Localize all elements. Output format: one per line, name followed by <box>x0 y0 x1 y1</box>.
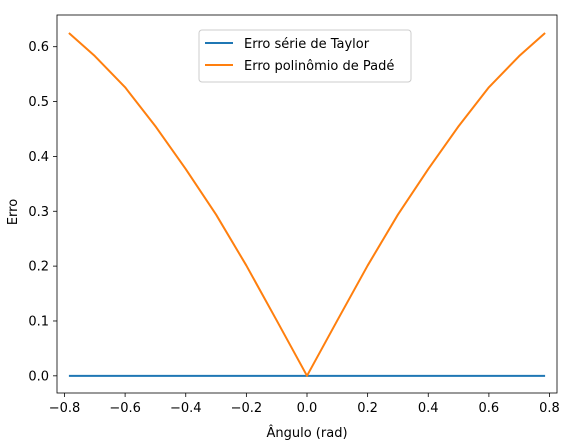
y-tick-label: 0.4 <box>28 150 49 165</box>
plot-area: −0.8 −0.6 −0.4 −0.2 0.0 0.2 0.4 0.6 0.8 0.00.10.… <box>28 14 560 416</box>
y-axis-label: Erro <box>6 199 21 225</box>
y-tick-label: 0.6 <box>28 40 49 55</box>
legend-box <box>198 29 412 83</box>
x-tick-label: 0.4 <box>418 401 439 416</box>
legend: Erro série de Taylor Erro polinômio de P… <box>198 29 412 83</box>
x-tick-label: 0.0 <box>297 401 318 416</box>
x-tick-label: −0.8 <box>49 401 81 416</box>
x-tick-label: 0.6 <box>479 401 500 416</box>
x-tick-label: −0.4 <box>170 401 202 416</box>
legend-label-taylor: Erro série de Taylor <box>244 37 370 52</box>
x-tick-label: 0.2 <box>357 401 378 416</box>
series-line-1 <box>68 32 546 377</box>
x-tick-label: 0.8 <box>539 401 560 416</box>
y-tick-label: 0.2 <box>28 260 49 275</box>
y-tick-label: 0.5 <box>28 95 49 110</box>
y-tick-label: 0.1 <box>28 314 49 329</box>
x-tick-label: −0.6 <box>109 401 141 416</box>
series-layer <box>68 32 546 377</box>
x-axis-label: Ângulo (rad) <box>266 425 347 441</box>
y-tick-label: 0.0 <box>28 369 49 384</box>
x-tick-label: −0.2 <box>231 401 263 416</box>
y-tick-label: 0.3 <box>28 205 49 220</box>
y-axis-ticks: 0.0 0.1 0.2 0.3 0.4 0.5 0.6 <box>28 40 57 384</box>
x-axis-ticks: −0.8 −0.6 −0.4 −0.2 0.0 0.2 0.4 0.6 0.8 <box>49 393 560 416</box>
legend-label-pade: Erro polinômio de Padé <box>244 59 394 74</box>
